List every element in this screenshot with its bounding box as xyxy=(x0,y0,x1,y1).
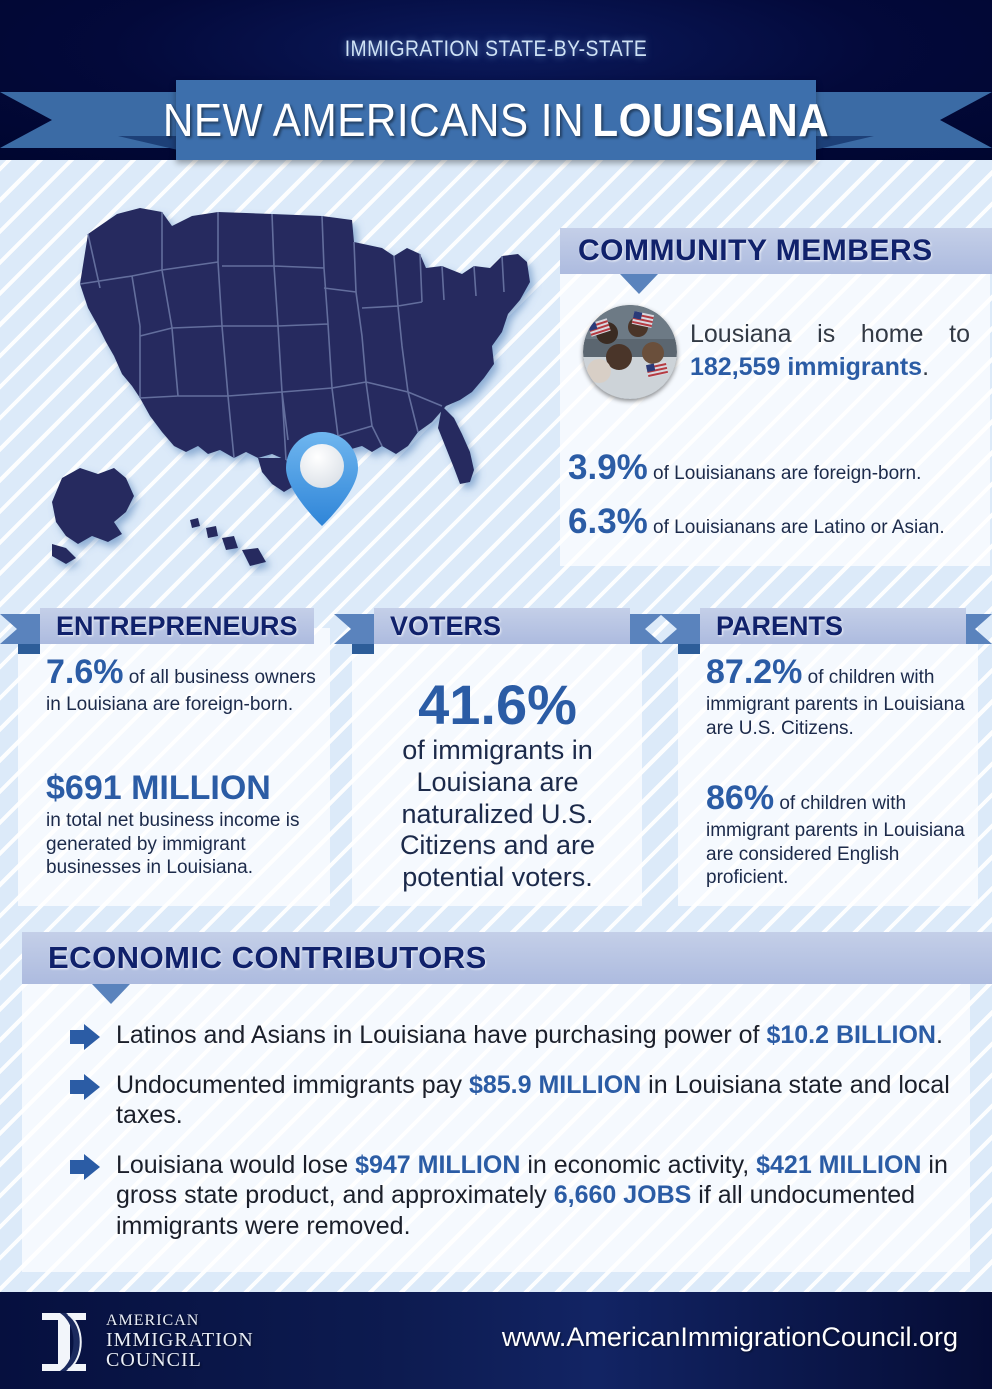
stat-latino-asian-value: 6.3% xyxy=(568,502,648,541)
us-map xyxy=(52,208,530,566)
economic-contributors-list: Latinos and Asians in Louisiana have pur… xyxy=(70,1020,970,1260)
parents-stat-2-label: of children with immigrant parents in Lo… xyxy=(706,793,965,888)
economic-plain-text: if all undocumented immigrants were remo… xyxy=(116,1181,916,1240)
economic-plain-text: . xyxy=(935,1021,943,1049)
parents-heading: PARENTS xyxy=(700,608,966,644)
entrepreneurs-stat-2-label: in total net business income is generate… xyxy=(46,810,300,878)
voters-stat: 41.6% of immigrants in Louisiana are natu… xyxy=(360,673,635,894)
parents-card xyxy=(678,628,978,906)
economic-highlight: $85.9 MILLION xyxy=(468,1070,642,1099)
entrepreneurs-ribbon-fold xyxy=(18,644,40,654)
ribbon-center-block xyxy=(176,80,816,160)
parents-ribbon-fold xyxy=(678,644,700,654)
arrow-right-icon xyxy=(70,1073,100,1100)
economic-list-item: Louisiana would lose $947 MILLION in eco… xyxy=(70,1150,970,1242)
map-pin xyxy=(286,432,358,526)
stat-foreign-born-value: 3.9% xyxy=(568,448,648,487)
map-landmass xyxy=(52,208,530,566)
economic-plain-text: in Louisiana state and local taxes. xyxy=(116,1070,950,1130)
title-prefix: NEW AMERICANS IN xyxy=(162,94,585,146)
economic-plain-text: in gross state product, and approximatel… xyxy=(116,1150,948,1210)
economic-plain-text: Louisiana would lose xyxy=(116,1150,356,1179)
title-state: LOUISIANA xyxy=(592,94,830,146)
page-title: NEW AMERICANS IN LOUISIANA xyxy=(163,80,829,160)
economic-highlight: 6,660 JOBS xyxy=(553,1181,692,1209)
economic-highlight: $947 MILLION xyxy=(355,1150,521,1179)
stat-foreign-born-label: of Louisianans are foreign-born. xyxy=(647,463,922,484)
community-sentence-prefix: Lousiana is home to xyxy=(690,320,970,348)
organization-logo: AMERICAN IMMIGRATION COUNCIL xyxy=(38,1310,298,1374)
community-members-heading: COMMUNITY MEMBERS xyxy=(560,228,992,274)
economic-contributors-card xyxy=(22,932,970,1272)
entrepreneurs-stat-1-value: 7.6% xyxy=(46,653,124,691)
stat-foreign-born: 3.9% of Louisianans are foreign-born. xyxy=(568,448,921,488)
economic-list-item: Undocumented immigrants pay $85.9 MILLIO… xyxy=(70,1070,970,1131)
community-sentence: Lousiana is home to 182,559 immigrants. xyxy=(690,318,970,384)
economic-plain-text: Latinos and Asians in Louisiana have pur… xyxy=(116,1021,767,1049)
community-members-pointer xyxy=(620,274,658,294)
voters-stat-value: 41.6% xyxy=(418,673,577,736)
logo-line-2: IMMIGRATION xyxy=(106,1328,254,1351)
entrepreneurs-stat-1-label: of all business owners in Louisiana are … xyxy=(46,667,316,716)
entrepreneurs-heading: ENTREPRENEURS xyxy=(40,608,314,644)
voters-ribbon-fold-left xyxy=(352,644,374,654)
economic-highlight: $10.2 BILLION xyxy=(766,1021,936,1049)
economic-list-item: Latinos and Asians in Louisiana have pur… xyxy=(70,1020,970,1051)
state-borders xyxy=(79,212,505,461)
crowd-photo xyxy=(583,305,677,399)
logo-line-3: COUNCIL xyxy=(106,1349,202,1372)
arrow-right-icon xyxy=(70,1024,100,1050)
entrepreneurs-stat-1: 7.6% of all business owners in Louisiana… xyxy=(46,652,324,717)
voters-heading: VOTERS xyxy=(374,608,630,644)
economic-plain-text: in economic activity, xyxy=(520,1150,757,1179)
website-link[interactable]: www.AmericanImmigrationCouncil.org xyxy=(501,1322,958,1352)
stat-latino-asian: 6.3% of Louisianans are Latino or Asian. xyxy=(568,502,945,542)
council-monogram-icon xyxy=(42,1313,86,1371)
entrepreneurs-stat-2-value: $691 MILLION xyxy=(46,769,271,807)
voters-stat-label: of immigrants in Louisiana are naturaliz… xyxy=(399,734,596,893)
economic-list-item-text: Louisiana would lose $947 MILLION in eco… xyxy=(116,1150,970,1242)
economic-contributors-heading: ECONOMIC CONTRIBUTORS xyxy=(22,932,992,984)
parents-stat-2: 86% of children with immigrant parents i… xyxy=(706,778,978,889)
logo-wordmark: AMERICAN IMMIGRATION COUNCIL xyxy=(106,1312,254,1372)
economic-list-item-text: Latinos and Asians in Louisiana have pur… xyxy=(116,1020,943,1051)
parents-stat-1: 87.2% of children with immigrant parents… xyxy=(706,652,978,740)
title-ribbon: NEW AMERICANS IN LOUISIANA xyxy=(0,80,992,160)
arrow-right-icon xyxy=(70,1153,100,1180)
entrepreneurs-card xyxy=(18,628,330,906)
kicker-text: IMMIGRATION STATE-BY-STATE xyxy=(344,36,648,61)
economic-plain-text: Undocumented immigrants pay xyxy=(116,1070,469,1099)
logo-line-1: AMERICAN xyxy=(106,1312,200,1330)
footer-bar: AMERICAN IMMIGRATION COUNCIL www.America… xyxy=(0,1292,992,1389)
parents-stat-2-value: 86% xyxy=(706,779,775,817)
parents-stat-1-label: of children with immigrant parents in Lo… xyxy=(706,667,965,739)
economic-list-item-text: Undocumented immigrants pay $85.9 MILLIO… xyxy=(116,1070,970,1131)
entrepreneurs-stat-2: $691 MILLION in total net business incom… xyxy=(46,768,331,879)
community-sentence-highlight: 182,559 immigrants xyxy=(690,353,923,381)
economic-contributors-pointer xyxy=(92,984,130,1004)
stat-latino-asian-label: of Louisianans are Latino or Asian. xyxy=(647,517,945,538)
community-sentence-suffix: . xyxy=(922,353,930,381)
parents-stat-1-value: 87.2% xyxy=(706,653,803,691)
economic-highlight: $421 MILLION xyxy=(756,1150,922,1179)
voters-card xyxy=(352,628,642,906)
